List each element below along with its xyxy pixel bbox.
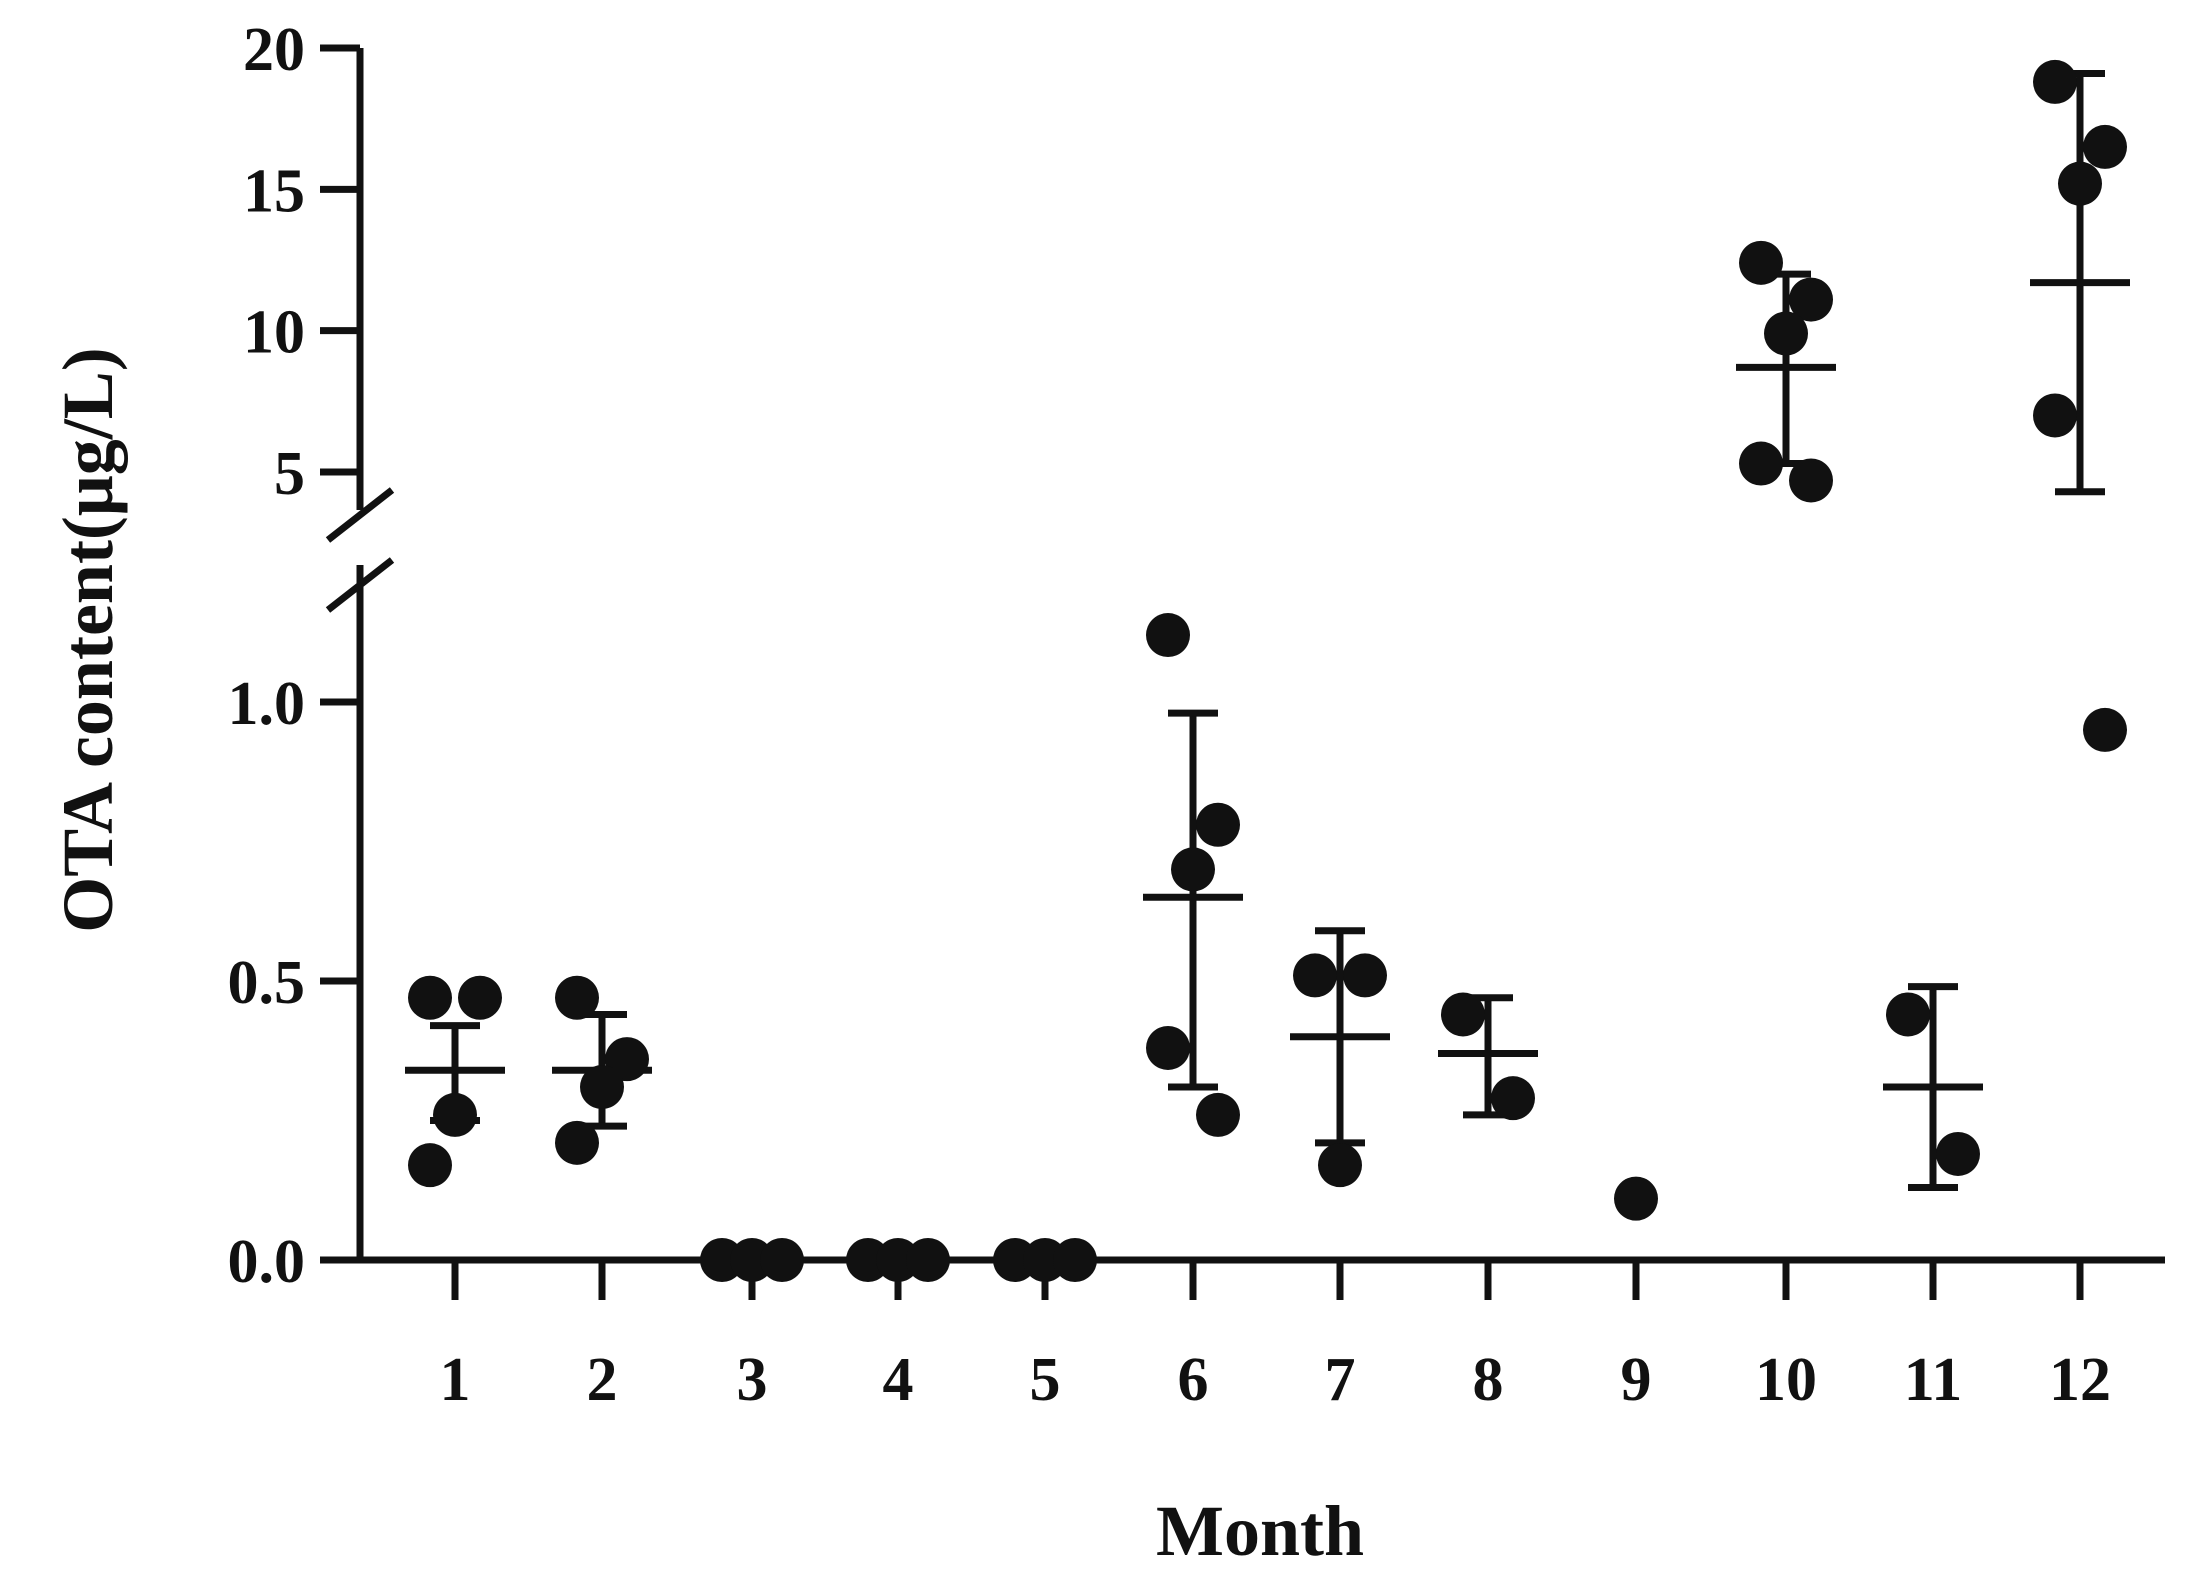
data-point <box>580 1065 624 1110</box>
data-point <box>1739 441 1783 486</box>
data-point <box>1614 1176 1658 1221</box>
axis-break-mark-lower <box>325 557 395 613</box>
y-tick-label: 0.5 <box>228 949 306 1017</box>
y-tick-label: 10 <box>243 299 305 367</box>
y-tick-label: 15 <box>243 157 305 225</box>
y-tick-label: 5 <box>274 440 305 508</box>
data-point <box>555 975 599 1020</box>
axis-break-mark-upper <box>325 487 395 543</box>
data-point <box>408 1143 452 1188</box>
x-tick-label: 6 <box>1178 1346 1209 1414</box>
y-tick-label: 20 <box>243 16 305 84</box>
data-point <box>2083 707 2127 752</box>
axes <box>320 44 2165 1300</box>
data-point <box>1196 802 1240 847</box>
data-points <box>408 59 2127 1282</box>
data-point <box>1789 458 1833 503</box>
data-point <box>1196 1092 1240 1137</box>
data-point <box>433 1092 477 1137</box>
data-point <box>906 1238 950 1282</box>
data-point <box>2033 59 2077 104</box>
data-point <box>1343 953 1387 998</box>
data-point <box>458 975 502 1020</box>
x-tick-label: 12 <box>2049 1346 2111 1414</box>
data-point <box>408 975 452 1020</box>
x-tick-label: 5 <box>1030 1346 1061 1414</box>
data-point <box>1318 1143 1362 1188</box>
x-tick-label: 3 <box>737 1346 768 1414</box>
x-axis-title: Month <box>1156 1491 1364 1571</box>
data-point <box>1936 1131 1980 1176</box>
y-tick-label: 1.0 <box>228 670 306 738</box>
data-point <box>1171 847 1215 892</box>
data-point <box>1764 311 1808 356</box>
x-tick-label: 11 <box>1904 1346 1963 1414</box>
error-bars <box>405 69 2130 1191</box>
x-tick-label: 10 <box>1755 1346 1817 1414</box>
data-point <box>2058 161 2102 206</box>
x-tick-label: 2 <box>587 1346 618 1414</box>
x-tick-label: 1 <box>440 1346 471 1414</box>
x-tick-label: 9 <box>1621 1346 1652 1414</box>
data-point <box>760 1238 804 1282</box>
data-point <box>1886 992 1930 1037</box>
x-tick-label: 8 <box>1473 1346 1504 1414</box>
y-tick-label: 0.0 <box>228 1228 306 1296</box>
data-point <box>1441 992 1485 1037</box>
data-point <box>1053 1238 1097 1282</box>
x-tick-label: 4 <box>883 1346 914 1414</box>
data-point <box>2033 393 2077 438</box>
data-point <box>1789 277 1833 322</box>
data-point <box>1491 1076 1535 1121</box>
data-point <box>1146 1025 1190 1070</box>
data-point <box>1146 613 1190 658</box>
data-point <box>1293 953 1337 998</box>
data-point <box>555 1120 599 1165</box>
data-point <box>1739 240 1783 285</box>
data-point <box>2083 124 2127 169</box>
y-axis-title: OTA content(μg/L) <box>48 347 128 932</box>
x-tick-label: 7 <box>1325 1346 1356 1414</box>
